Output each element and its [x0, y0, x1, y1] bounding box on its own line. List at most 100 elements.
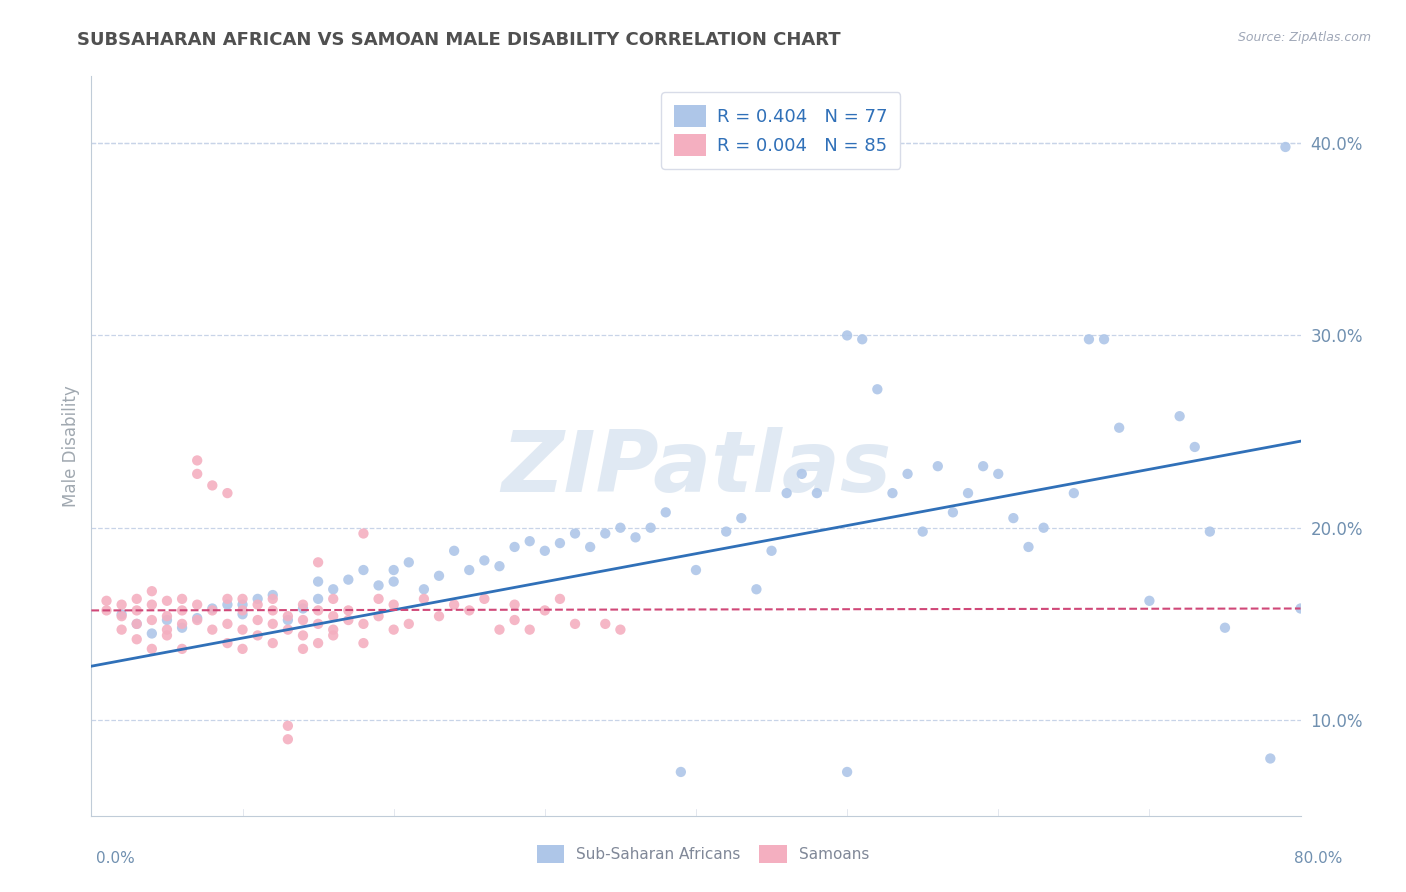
- Point: [1077, 332, 1099, 346]
- Point: [246, 628, 269, 642]
- Point: [186, 598, 208, 612]
- Point: [1108, 421, 1130, 435]
- Point: [956, 486, 979, 500]
- Point: [927, 459, 949, 474]
- Point: [111, 598, 132, 612]
- Point: [322, 591, 344, 606]
- Point: [972, 459, 994, 474]
- Point: [201, 623, 224, 637]
- Point: [503, 598, 526, 612]
- Point: [352, 563, 374, 577]
- Point: [337, 613, 360, 627]
- Point: [533, 603, 555, 617]
- Point: [337, 573, 360, 587]
- Point: [911, 524, 934, 539]
- Point: [96, 603, 118, 617]
- Point: [262, 616, 284, 631]
- Point: [172, 641, 194, 656]
- Point: [186, 611, 208, 625]
- Point: [458, 563, 481, 577]
- Point: [609, 623, 631, 637]
- Point: [1139, 594, 1161, 608]
- Point: [882, 486, 904, 500]
- Point: [488, 559, 510, 574]
- Point: [231, 641, 253, 656]
- Point: [156, 613, 179, 627]
- Point: [277, 613, 299, 627]
- Point: [307, 636, 329, 650]
- Point: [292, 641, 315, 656]
- Point: [1213, 621, 1236, 635]
- Point: [292, 601, 315, 615]
- Point: [714, 524, 737, 539]
- Point: [277, 732, 299, 747]
- Point: [1018, 540, 1040, 554]
- Point: [307, 603, 329, 617]
- Point: [595, 526, 617, 541]
- Point: [322, 582, 344, 597]
- Point: [806, 486, 828, 500]
- Point: [1274, 140, 1296, 154]
- Point: [1002, 511, 1025, 525]
- Point: [201, 603, 224, 617]
- Point: [186, 613, 208, 627]
- Point: [398, 616, 420, 631]
- Point: [367, 591, 389, 606]
- Point: [352, 616, 374, 631]
- Point: [548, 536, 571, 550]
- Point: [427, 569, 450, 583]
- Point: [1032, 521, 1054, 535]
- Point: [398, 555, 420, 569]
- Text: ZIPatlas: ZIPatlas: [501, 426, 891, 509]
- Point: [548, 591, 571, 606]
- Point: [292, 628, 315, 642]
- Point: [172, 591, 194, 606]
- Point: [231, 607, 253, 622]
- Point: [201, 478, 224, 492]
- Point: [382, 574, 405, 589]
- Point: [322, 628, 344, 642]
- Point: [579, 540, 602, 554]
- Y-axis label: Male Disability: Male Disability: [62, 385, 80, 507]
- Point: [186, 453, 208, 467]
- Point: [1092, 332, 1115, 346]
- Legend: Sub-Saharan Africans, Samoans: Sub-Saharan Africans, Samoans: [529, 837, 877, 871]
- Point: [141, 584, 163, 599]
- Point: [533, 543, 555, 558]
- Point: [564, 616, 586, 631]
- Point: [246, 613, 269, 627]
- Point: [277, 719, 299, 733]
- Point: [125, 591, 148, 606]
- Point: [172, 621, 194, 635]
- Point: [96, 594, 118, 608]
- Point: [866, 382, 889, 396]
- Point: [367, 578, 389, 592]
- Point: [322, 609, 344, 624]
- Point: [472, 591, 495, 606]
- Point: [217, 486, 239, 500]
- Point: [111, 609, 132, 624]
- Point: [472, 553, 495, 567]
- Point: [307, 574, 329, 589]
- Point: [1063, 486, 1085, 500]
- Point: [835, 764, 858, 779]
- Point: [352, 636, 374, 650]
- Point: [367, 609, 389, 624]
- Point: [262, 603, 284, 617]
- Point: [125, 616, 148, 631]
- Point: [231, 623, 253, 637]
- Point: [337, 603, 360, 617]
- Point: [156, 623, 179, 637]
- Point: [125, 616, 148, 631]
- Point: [217, 591, 239, 606]
- Point: [307, 591, 329, 606]
- Point: [730, 511, 752, 525]
- Point: [277, 609, 299, 624]
- Point: [352, 526, 374, 541]
- Point: [595, 616, 617, 631]
- Legend: R = 0.404   N = 77, R = 0.004   N = 85: R = 0.404 N = 77, R = 0.004 N = 85: [661, 92, 900, 169]
- Point: [246, 591, 269, 606]
- Point: [776, 486, 799, 500]
- Point: [382, 623, 405, 637]
- Point: [519, 534, 541, 549]
